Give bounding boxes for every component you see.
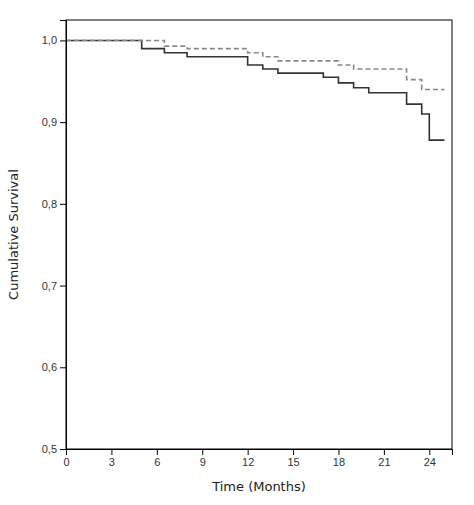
x-tick-label: 9	[200, 456, 206, 468]
lines	[66, 40, 444, 140]
x-tick-label: 21	[378, 456, 390, 468]
x-tick: 24	[424, 449, 436, 468]
x-tick-label: 3	[109, 456, 115, 468]
x-axis: 0 3 6 9 12 15 18 21 24	[63, 449, 452, 468]
y-tick-mark	[60, 122, 66, 123]
y-tick-mark	[60, 204, 66, 205]
x-tick-label: 12	[242, 456, 254, 468]
y-axis: 0,5 0,6 0,7 0,8 0,9 1,0	[42, 21, 67, 456]
x-tick: 15	[287, 449, 299, 468]
y-tick-label: 1,0	[42, 34, 57, 46]
y-axis-line	[60, 21, 67, 450]
x-tick-mark	[429, 449, 430, 455]
y-tick: 0,9	[42, 116, 66, 128]
y-tick: 0,6	[42, 361, 66, 373]
x-tick-mark	[293, 449, 294, 455]
x-tick: 18	[333, 449, 345, 468]
y-tick-label: 0,9	[42, 116, 57, 128]
y-tick-label: 0,7	[42, 280, 57, 292]
y-tick: 0,5	[42, 443, 66, 455]
x-tick-label: 6	[154, 456, 160, 468]
x-axis-line	[67, 450, 453, 456]
survival-line	[66, 40, 444, 140]
x-tick-label: 24	[424, 456, 436, 468]
x-tick-mark	[338, 449, 339, 455]
x-tick-mark	[202, 449, 203, 455]
y-tick-label: 0,8	[42, 198, 57, 210]
x-tick: 6	[154, 449, 160, 468]
x-tick: 21	[378, 449, 390, 468]
chart: 0 3 6 9 12 15 18 21 24 0,5 0,6 0,7 0,8 0,9 1,0 Time (Mo…	[0, 0, 474, 505]
y-tick-mark	[60, 286, 66, 287]
x-tick-mark	[248, 449, 249, 455]
x-tick: 3	[109, 449, 115, 468]
x-tick-mark	[157, 449, 158, 455]
x-tick-mark	[384, 449, 385, 455]
survival-line	[66, 40, 444, 89]
plot: 0 3 6 9 12 15 18 21 24 0,5 0,6 0,7 0,8 0,9 1,0	[42, 20, 453, 468]
x-tick-label: 15	[287, 456, 299, 468]
x-axis-title: Time (Months)	[211, 479, 306, 494]
y-tick-label: 0,6	[42, 361, 57, 373]
y-tick: 0,7	[42, 280, 66, 292]
y-tick-mark	[60, 40, 66, 41]
x-tick-mark	[111, 449, 112, 455]
y-tick-mark	[60, 367, 66, 368]
y-tick-label: 0,5	[42, 443, 57, 455]
plot-frame	[66, 20, 452, 449]
x-tick: 12	[242, 449, 254, 468]
x-tick-label: 18	[333, 456, 345, 468]
x-tick-label: 0	[63, 456, 69, 468]
y-tick: 1,0	[42, 34, 66, 46]
y-tick-mark	[60, 449, 66, 450]
x-tick: 9	[200, 449, 206, 468]
y-axis-title: Cumulative Survival	[6, 169, 21, 300]
x-tick: 0	[63, 449, 69, 468]
y-tick: 0,8	[42, 198, 66, 210]
